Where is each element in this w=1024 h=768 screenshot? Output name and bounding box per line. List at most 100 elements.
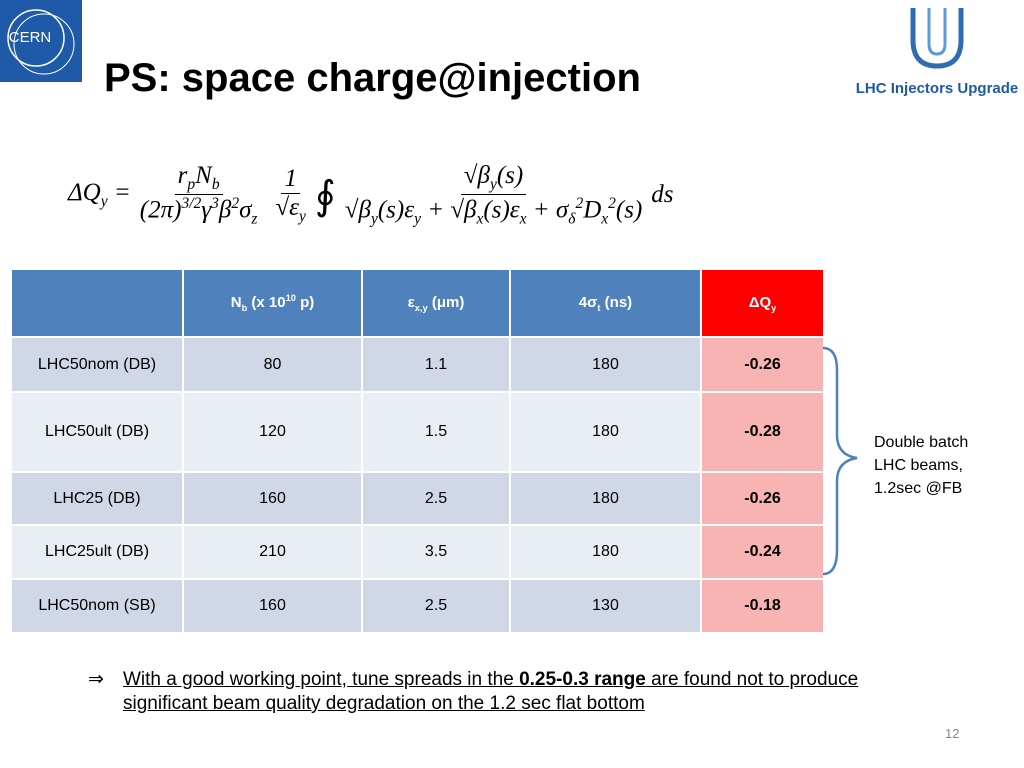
subscript: p bbox=[187, 175, 196, 193]
arrow: ⇒ bbox=[88, 669, 104, 690]
text: N bbox=[230, 294, 242, 311]
subscript: y bbox=[414, 210, 421, 228]
subscript: x bbox=[476, 210, 484, 228]
row: LHC50nom (DB) 80 1.1 180 -0.26 bbox=[10, 336, 825, 393]
subscript: y bbox=[100, 193, 108, 210]
cell: 180 bbox=[509, 471, 702, 526]
denominator: √εy bbox=[272, 194, 308, 226]
highlight: 0.25-0.3 range bbox=[519, 669, 646, 690]
cell: LHC25ult (DB) bbox=[10, 524, 184, 580]
denominator: (2π)3/2γ3β2σz bbox=[137, 195, 261, 228]
text: (ns) bbox=[600, 293, 633, 311]
text: p) bbox=[295, 294, 315, 311]
superscript: 10 bbox=[285, 293, 296, 303]
cell: -0.18 bbox=[700, 578, 825, 634]
cell: 180 bbox=[509, 336, 702, 393]
subscript: y bbox=[299, 207, 306, 225]
cell: 180 bbox=[509, 524, 702, 580]
header-row: Nb (x 1010 p) εx,y (μm) 4σt (ns) ΔQy bbox=[10, 268, 825, 338]
cern-logo-text: CERN bbox=[9, 29, 52, 46]
text: + σ bbox=[526, 196, 569, 224]
text: are found not to produce significant bea… bbox=[123, 669, 859, 714]
text: √ε bbox=[275, 193, 300, 221]
subscript: b bbox=[211, 175, 220, 193]
row: LHC50ult (DB) 120 1.5 180 -0.28 bbox=[10, 391, 825, 473]
denominator: √βy(s)εy + √βx(s)εx + σδ2Dx2(s) bbox=[342, 195, 646, 228]
text: (2π) bbox=[139, 196, 182, 224]
text: + √β bbox=[420, 196, 477, 224]
fraction: rpNb (2π)3/2γ3β2σz bbox=[137, 162, 261, 228]
lui-logo bbox=[927, 8, 947, 56]
fraction: √βy(s) √βy(s)εy + √βx(s)εx + σδ2Dx2(s) bbox=[342, 162, 646, 228]
cell: 130 bbox=[509, 578, 702, 634]
logos: CERN LHC Injectors Upgrade bbox=[0, 0, 1019, 97]
cell: -0.24 bbox=[700, 524, 825, 580]
text: 1 bbox=[284, 164, 297, 192]
subscript: x bbox=[601, 210, 609, 228]
cell: 80 bbox=[182, 336, 363, 393]
text: r bbox=[177, 161, 188, 189]
cell: -0.26 bbox=[700, 471, 825, 526]
cell: 1.5 bbox=[361, 391, 511, 473]
page-number: 12 bbox=[945, 726, 960, 741]
cell: 180 bbox=[509, 391, 702, 473]
conclusion: ⇒ With a good working point, tune spread… bbox=[88, 668, 928, 716]
formula-part: ds bbox=[651, 181, 674, 208]
cell: LHC25 (DB) bbox=[10, 471, 184, 526]
row: LHC25 (DB) 160 2.5 180 -0.26 bbox=[10, 471, 825, 526]
header-cell: Nb (x 1010 p) bbox=[182, 268, 363, 338]
subscript: y bbox=[370, 210, 378, 228]
formula-part: ΔQy = bbox=[68, 179, 131, 211]
cell: 210 bbox=[182, 524, 363, 580]
cell: 1.1 bbox=[361, 336, 511, 393]
subscript: y bbox=[771, 302, 777, 313]
cell: 2.5 bbox=[361, 578, 511, 634]
cell: -0.26 bbox=[700, 336, 825, 393]
numerator: 1 bbox=[281, 165, 300, 194]
header-cell bbox=[10, 268, 184, 338]
subscript: x bbox=[519, 210, 527, 228]
text: ε bbox=[407, 293, 415, 311]
text: (s)ε bbox=[483, 196, 520, 224]
text: (x 10 bbox=[247, 294, 286, 311]
text: = bbox=[107, 179, 131, 206]
cern-ring bbox=[13, 13, 75, 75]
text: D bbox=[583, 196, 602, 224]
lui-logo-text: LHC Injectors Upgrade bbox=[856, 80, 1019, 97]
text: ΔQ bbox=[748, 293, 772, 311]
text: γ bbox=[201, 196, 212, 224]
cell: 2.5 bbox=[361, 471, 511, 526]
cell: 160 bbox=[182, 471, 363, 526]
superscript: 3 bbox=[211, 194, 219, 212]
brace-path bbox=[822, 346, 858, 576]
annotation-line: 1.2sec @FB bbox=[874, 480, 963, 497]
subscript: δ bbox=[568, 210, 576, 228]
row: LHC25ult (DB) 210 3.5 180 -0.24 bbox=[10, 524, 825, 580]
subscript: x,y bbox=[414, 302, 428, 313]
cern-ring bbox=[7, 9, 65, 67]
cell: -0.28 bbox=[700, 391, 825, 473]
text: N bbox=[195, 161, 212, 189]
annotation-line: Double batch bbox=[874, 434, 969, 451]
brace bbox=[822, 346, 858, 576]
conclusion-text: With a good working point, tune spreads … bbox=[123, 668, 928, 716]
text: σ bbox=[239, 196, 252, 224]
subscript: t bbox=[597, 302, 601, 313]
cell: LHC50nom (DB) bbox=[10, 336, 184, 393]
table: Nb (x 1010 p) εx,y (μm) 4σt (ns) ΔQy LHC50no… bbox=[10, 268, 825, 634]
cell: 160 bbox=[182, 578, 363, 634]
superscript: 2 bbox=[608, 194, 616, 212]
text: (s)ε bbox=[377, 196, 415, 224]
text: β bbox=[218, 196, 232, 224]
text: (μm) bbox=[427, 293, 465, 311]
superscript: 2 bbox=[231, 194, 240, 212]
fraction: 1 √εy bbox=[272, 165, 308, 226]
text: With a good working point, tune spreads … bbox=[123, 669, 520, 690]
text: (s) bbox=[496, 161, 524, 189]
lui-logo bbox=[910, 8, 964, 69]
cell: 120 bbox=[182, 391, 363, 473]
header-cell: εx,y (μm) bbox=[361, 268, 511, 338]
text: √β bbox=[463, 161, 490, 189]
annotation: Double batch LHC beams, 1.2sec @FB bbox=[874, 431, 968, 500]
annotation-line: LHC beams, bbox=[874, 457, 963, 474]
